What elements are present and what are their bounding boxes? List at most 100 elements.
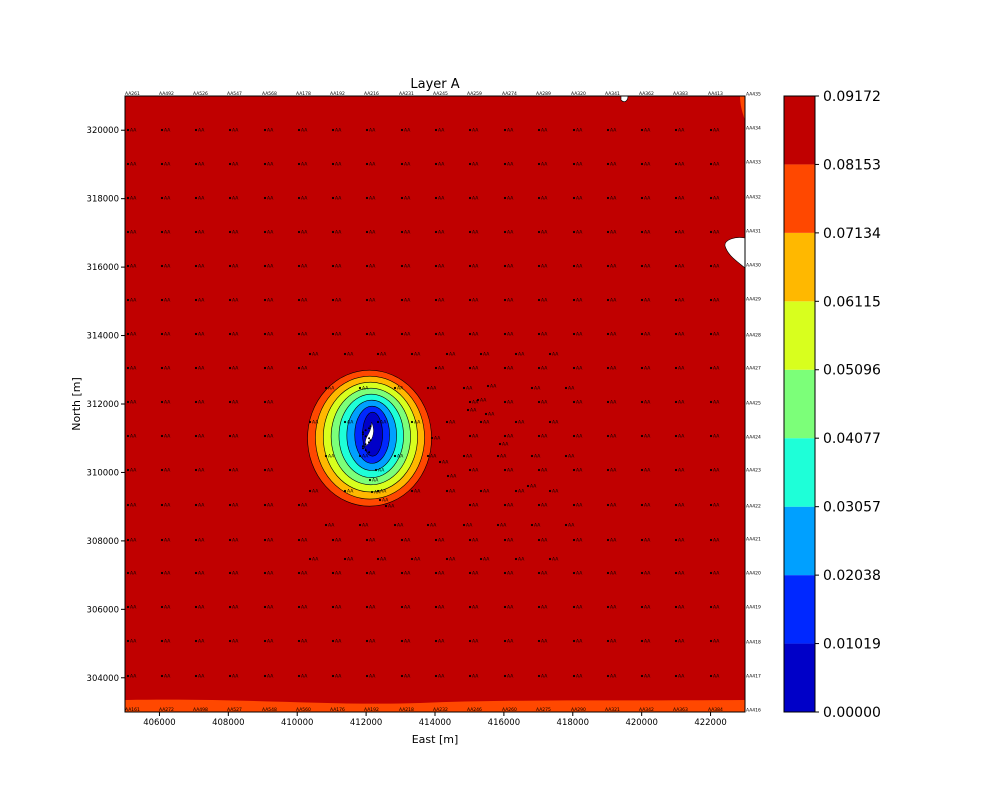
station-label: AA <box>328 386 335 392</box>
station-marker <box>331 264 335 268</box>
station-label: AA <box>267 298 274 304</box>
station-marker <box>331 162 335 166</box>
station-label: AA <box>267 264 274 270</box>
station-marker <box>674 503 678 507</box>
station-label: AA <box>335 538 342 544</box>
station-marker <box>468 605 472 609</box>
station-label: AA <box>301 128 308 134</box>
station-label: AA <box>198 503 205 509</box>
station-marker <box>434 162 438 166</box>
station-label: AA <box>369 162 376 168</box>
station-marker <box>674 605 678 609</box>
station-marker <box>709 468 713 472</box>
station-marker <box>537 128 541 132</box>
station-marker <box>468 674 472 678</box>
station-marker <box>503 264 507 268</box>
station-marker <box>468 503 472 507</box>
station-marker <box>263 366 267 370</box>
station-marker <box>343 420 347 424</box>
station-label: AA <box>164 468 171 474</box>
station-marker <box>434 639 438 643</box>
station-label: AA <box>267 162 274 168</box>
station-label: AA <box>488 412 495 418</box>
station-marker <box>400 674 404 678</box>
station-marker <box>364 449 367 452</box>
station-label: AA <box>541 298 548 304</box>
station-label: AA <box>438 332 445 338</box>
station-label: AA <box>335 332 342 338</box>
right-edge-label: AA423 <box>746 468 761 474</box>
station-label: AA <box>507 332 514 338</box>
colorbar-segment <box>784 643 815 712</box>
station-label: AA <box>438 162 445 168</box>
x-tick-label: 422000 <box>694 718 726 728</box>
station-label: AA <box>576 674 583 680</box>
right-edge-label: AA425 <box>746 401 761 407</box>
station-marker <box>358 454 362 458</box>
station-label: AA <box>576 366 583 372</box>
right-edge-label: AA422 <box>746 504 761 510</box>
station-label: AA <box>312 557 319 563</box>
station-label: AA <box>678 538 685 544</box>
station-label: AA <box>267 674 274 680</box>
station-marker <box>364 429 367 432</box>
station-marker <box>572 674 576 678</box>
station-label: AA <box>404 605 411 611</box>
station-marker <box>479 489 483 493</box>
station-label: AA <box>576 196 583 202</box>
station-label: AA <box>713 400 720 406</box>
colorbar-segment <box>784 506 815 576</box>
station-marker <box>365 571 369 575</box>
bottom-edge-label: AA161 <box>125 707 140 713</box>
station-label: AA <box>541 468 548 474</box>
x-axis: 406000 408000 410000 412000 414000 416000 4180… <box>143 712 727 728</box>
plot-area: AA AA AA AA AA AA AA AA AA AA AA AA AA AA AA AA AA AA AA AA… <box>125 96 745 712</box>
station-marker <box>537 196 541 200</box>
station-label: AA <box>472 503 479 509</box>
station-label: AA <box>678 571 685 577</box>
bottom-edge-label: AA232 <box>433 707 448 713</box>
station-label: AA <box>678 332 685 338</box>
station-marker <box>160 332 164 336</box>
top-edge-label: AA547 <box>227 91 242 97</box>
top-edge-label: AA289 <box>536 91 551 97</box>
bottom-edge-label: AA246 <box>467 707 482 713</box>
station-marker <box>160 264 164 268</box>
station-label: AA <box>678 196 685 202</box>
station-label: AA <box>500 454 507 460</box>
station-marker <box>709 162 713 166</box>
station-label: AA <box>267 332 274 338</box>
station-marker <box>606 434 610 438</box>
colorbar-tick-label: 0.04077 <box>823 431 881 447</box>
contour-rings <box>307 369 432 507</box>
station-label: AA <box>713 538 720 544</box>
station-marker <box>486 384 490 388</box>
station-marker <box>572 605 576 609</box>
station-label: AA <box>430 454 437 460</box>
station-marker <box>160 571 164 575</box>
station-marker <box>369 439 372 442</box>
station-label: AA <box>678 298 685 304</box>
bottom-edge-label: AA548 <box>262 707 277 713</box>
station-label: AA <box>301 639 308 645</box>
station-marker <box>503 434 507 438</box>
station-label: AA <box>678 503 685 509</box>
y-tick-label: 320000 <box>87 126 119 136</box>
station-label: AA <box>335 230 342 236</box>
colorbar-segment <box>784 96 815 165</box>
colorbar-segment <box>784 301 815 370</box>
station-label: AA <box>541 674 548 680</box>
station-marker <box>674 468 678 472</box>
station-label: AA <box>541 128 548 134</box>
station-marker <box>530 454 534 458</box>
station-marker <box>361 445 364 448</box>
station-label: AA <box>449 420 456 426</box>
station-marker <box>400 196 404 200</box>
station-marker <box>445 352 449 356</box>
station-label: AA <box>610 571 617 577</box>
station-marker <box>468 366 472 370</box>
station-marker <box>537 332 541 336</box>
station-label: AA <box>507 264 514 270</box>
station-label: AA <box>713 366 720 372</box>
top-edge-label: AA568 <box>262 91 277 97</box>
